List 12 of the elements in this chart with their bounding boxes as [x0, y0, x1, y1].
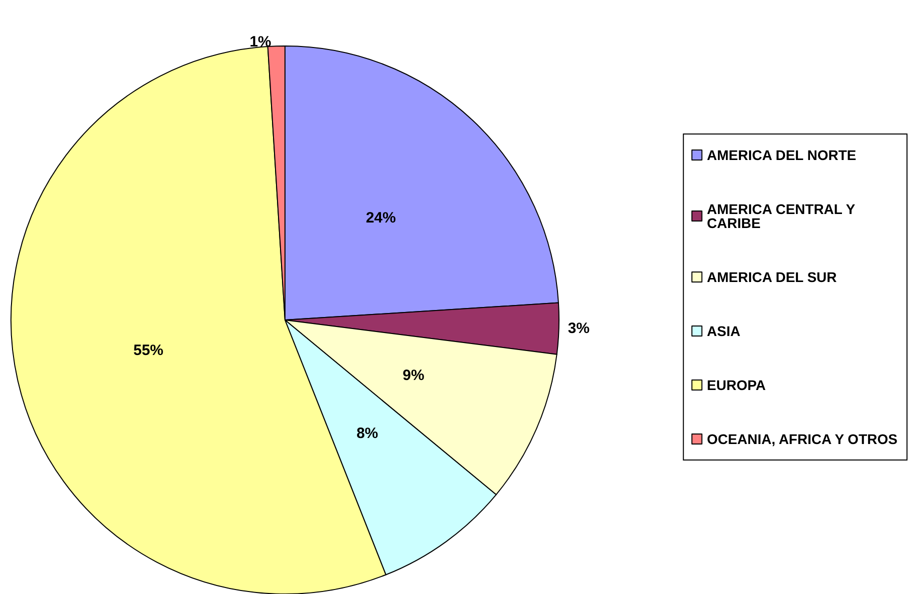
- legend-label: OCEANIA, AFRICA Y OTROS: [706, 431, 898, 447]
- legend-label: EUROPA: [706, 377, 766, 393]
- legend-label: ASIA: [706, 323, 740, 339]
- legend-label: AMERICA DEL SUR: [706, 269, 837, 285]
- data-label: 3%: [568, 320, 590, 338]
- data-label: 8%: [356, 424, 378, 442]
- legend-label: AMERICA CENTRAL Y CARIBE: [706, 201, 859, 231]
- legend-label: AMERICA DEL NORTE: [706, 147, 856, 163]
- data-label: 24%: [366, 209, 396, 226]
- data-label: 55%: [133, 342, 164, 360]
- data-label: 9%: [402, 367, 424, 384]
- data-label: 1%: [250, 34, 272, 51]
